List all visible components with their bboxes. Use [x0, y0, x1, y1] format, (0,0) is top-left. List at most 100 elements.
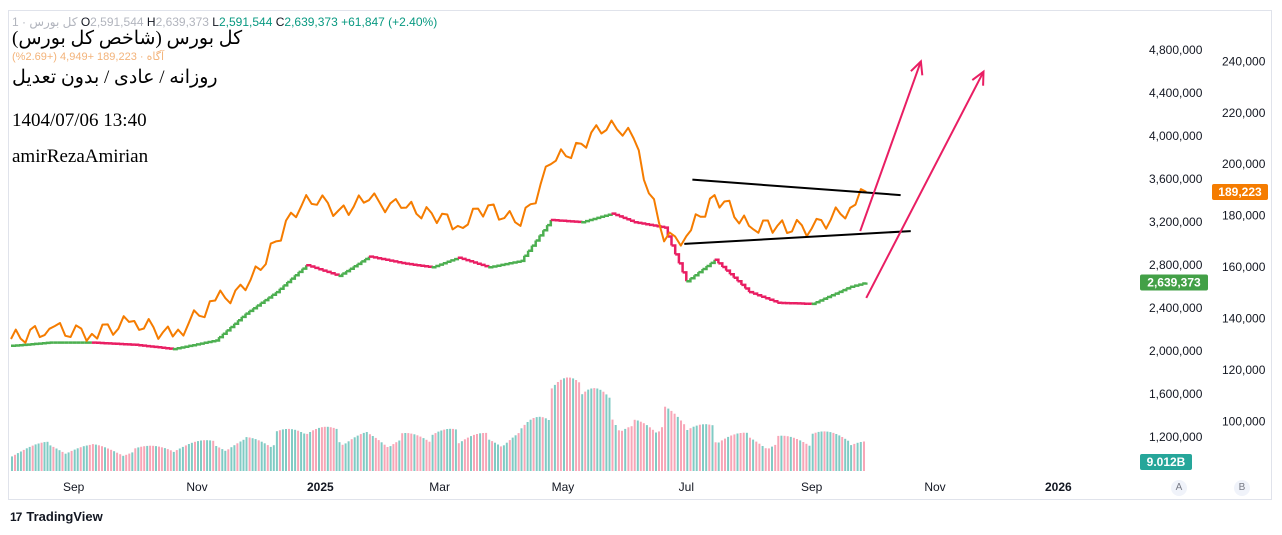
low-label: L [212, 15, 219, 29]
volume-bar [239, 441, 242, 471]
volume-bar [749, 437, 751, 471]
volume-bar [28, 446, 31, 471]
volume-bar [771, 446, 773, 471]
volume-bar [544, 418, 547, 471]
scale-button-b[interactable]: B [1234, 480, 1250, 496]
index-segment [769, 298, 775, 302]
volume-bar [297, 430, 300, 471]
volume-bar [569, 377, 571, 471]
ohlc-legend: 1 · کل بورس O2,591,544 H2,639,373 L2,591… [12, 15, 437, 29]
index-segment [142, 344, 148, 347]
volume-bar [755, 441, 758, 471]
volume-bar [254, 439, 257, 471]
index-segment [645, 222, 651, 226]
volume-bar [104, 447, 106, 471]
volume-bar [184, 445, 187, 471]
volume-bar [730, 435, 733, 471]
low-value: 2,591,544 [218, 15, 273, 29]
index-segment [353, 263, 359, 268]
overlay-legend: آگاه · 189,223 +4,949 (+2.69%) [12, 51, 164, 63]
volume-bar [630, 426, 633, 471]
volume-bar [128, 453, 131, 471]
volume-bar [520, 428, 523, 471]
volume-bar [457, 443, 460, 471]
volume-bar [94, 444, 97, 471]
index-segment [520, 255, 526, 263]
volume-bar [736, 433, 739, 471]
left-scale-tick: 2,000,000 [1149, 344, 1203, 358]
index-segment [588, 218, 594, 222]
volume-bar [347, 441, 350, 471]
volume-bar [680, 420, 682, 471]
volume-bar [581, 394, 584, 471]
index-segment [211, 339, 217, 343]
volume-bar [502, 445, 505, 471]
index-segment [652, 224, 658, 227]
index-segment [454, 257, 460, 261]
index-segment [528, 245, 534, 252]
index-segment [326, 270, 332, 274]
index-segment [690, 275, 696, 280]
volume-bar [160, 447, 163, 471]
index-segment [618, 215, 624, 218]
index-segment [726, 269, 732, 275]
index-segment [761, 295, 767, 299]
index-segment [682, 271, 688, 282]
volume-bar [85, 445, 88, 471]
index-segment [361, 259, 367, 263]
left-scale-tick: 2,800,000 [1149, 258, 1203, 272]
overlay-line [10, 119, 867, 344]
volume-bar [437, 431, 440, 471]
x-axis-tick: 2025 [307, 480, 334, 494]
volume-bar [101, 446, 103, 471]
volume-bar [596, 388, 599, 471]
index-segment [581, 220, 587, 224]
volume-bar [407, 433, 410, 471]
volume-bar [514, 435, 517, 471]
volume-bar [25, 448, 28, 471]
volume-bar [673, 413, 676, 471]
volume-bar [416, 435, 419, 471]
index-segment [195, 343, 202, 346]
index-segment [188, 344, 194, 348]
index-segment [524, 250, 530, 258]
volume-bar [633, 419, 636, 471]
index-segment [706, 262, 712, 268]
volume-bar [248, 437, 251, 471]
volume-bar [374, 437, 377, 471]
triangle-upper-line [692, 178, 901, 197]
volume-bar [383, 444, 386, 471]
volume-bar [362, 432, 365, 471]
index-segment [543, 225, 549, 232]
volume-bar [494, 442, 496, 471]
scale-button-a[interactable]: A [1171, 480, 1187, 496]
volume-bar [187, 444, 190, 471]
volume-bar [841, 437, 844, 471]
chart-svg[interactable]: 4,800,000 4,400,000 4,000,000 3,600,000 3,20… [9, 11, 1271, 499]
volume-bar [702, 424, 704, 471]
annotations [684, 59, 985, 299]
chart-frame[interactable]: 4,800,000 4,400,000 4,000,000 3,600,000 3,20… [8, 10, 1272, 500]
volume-bar [320, 427, 323, 471]
volume-bar [230, 447, 233, 471]
volume-bar [767, 448, 770, 471]
x-axis-tick: Jul [679, 480, 694, 494]
volume-bar [511, 437, 514, 471]
volume-bar [203, 440, 206, 471]
volume-bar [724, 438, 726, 471]
tradingview-branding[interactable]: 17 TradingView [10, 509, 103, 524]
volume-bar [538, 416, 541, 471]
index-segment [671, 244, 677, 255]
volume-bar [300, 432, 303, 471]
index-segment [226, 327, 232, 332]
index-segment [283, 282, 289, 287]
volume-bar [553, 384, 556, 471]
volume-bar [40, 442, 43, 471]
volume-bar [64, 453, 67, 471]
volume-bar [823, 431, 826, 471]
volume-bar [245, 437, 248, 471]
volume-bar [143, 446, 146, 471]
index-segment [862, 282, 868, 285]
volume-bar [578, 382, 581, 471]
volume-bar [460, 441, 463, 471]
